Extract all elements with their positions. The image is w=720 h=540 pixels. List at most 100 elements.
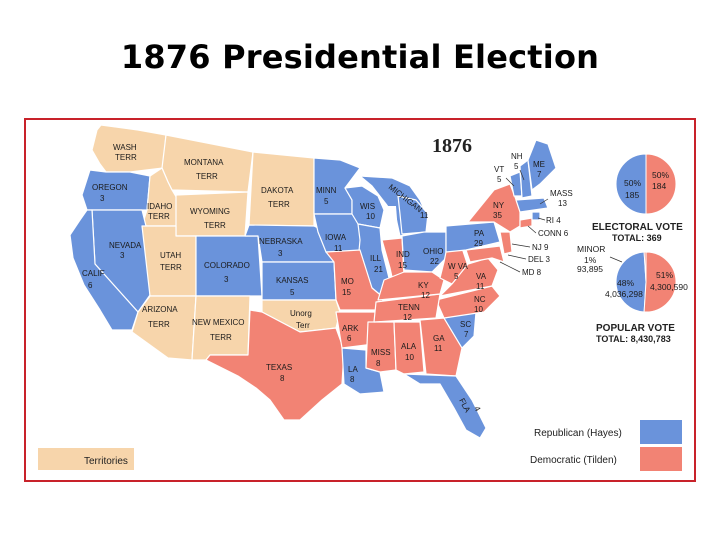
label-ill-2: 21 <box>374 265 383 274</box>
legend-swatch-territories <box>38 448 134 470</box>
label-me-2: 7 <box>537 170 542 179</box>
label-pa-2: 29 <box>474 239 483 248</box>
label-miss-2: 8 <box>376 359 381 368</box>
label-vt-2: 5 <box>497 175 502 184</box>
label-mass-2: 13 <box>558 199 567 208</box>
label-wyoming-2: TERR <box>204 221 226 230</box>
label-dakota-2: TERR <box>268 200 290 209</box>
legend-label-democratic: Democratic (Tilden) <box>530 455 617 466</box>
label-ri: RI 4 <box>546 216 561 225</box>
label-conn: CONN 6 <box>538 229 569 238</box>
label-nj: NJ 9 <box>532 243 549 252</box>
label-pa-1: PA <box>474 229 485 238</box>
popular-minor-votes: 93,895 <box>577 264 603 274</box>
legend-swatch-republican <box>640 420 682 444</box>
label-ala-1: ALA <box>401 342 417 351</box>
label-ark-2: 6 <box>347 334 352 343</box>
label-colorado-1: COLORADO <box>204 261 250 270</box>
electoral-dem-votes: 184 <box>652 181 666 191</box>
label-ga-2: 11 <box>434 344 443 353</box>
electoral-rep-pct: 50% <box>624 178 641 188</box>
label-kansas-1: KANSAS <box>276 276 308 285</box>
state-md <box>465 245 505 263</box>
label-sc-1: SC <box>460 320 471 329</box>
label-miss-1: MISS <box>371 348 391 357</box>
label-ind-2: 15 <box>398 261 407 270</box>
state-mass <box>515 197 549 213</box>
popular-rep-pct: 48% <box>617 278 634 288</box>
popular-pie-minor-slice <box>643 251 647 283</box>
label-ind-1: IND <box>396 250 410 259</box>
state-calif <box>69 209 139 331</box>
label-wis-2: 10 <box>366 212 375 221</box>
map-year: 1876 <box>432 135 472 157</box>
label-ark-1: ARK <box>342 324 359 333</box>
label-dakota-1: DAKOTA <box>261 186 294 195</box>
minor-callout-line <box>609 256 623 263</box>
popular-vote-total: TOTAL: 8,430,783 <box>596 334 671 344</box>
label-montana-2: TERR <box>196 172 218 181</box>
state-texas <box>205 309 345 421</box>
label-nh-2: 5 <box>514 162 519 171</box>
label-arizona-2: TERR <box>148 320 170 329</box>
electoral-pie-republican-slice <box>615 153 647 215</box>
label-idaho-1: IDAHO <box>147 202 172 211</box>
legend-swatch-democratic <box>640 447 682 471</box>
label-nebraska-2: 3 <box>278 249 283 258</box>
label-ky-1: KY <box>418 281 429 290</box>
label-newmexico-1: NEW MEXICO <box>192 318 244 327</box>
label-oregon-2: 3 <box>100 194 105 203</box>
label-wyoming-1: WYOMING <box>190 207 230 216</box>
popular-pie-democratic-slice <box>643 251 677 313</box>
legend-label-territories: Territories <box>84 456 128 467</box>
label-tenn-1: TENN <box>398 303 420 312</box>
label-nebraska-1: NEBRASKA <box>259 237 303 246</box>
electoral-pie-democratic-slice <box>645 153 677 215</box>
popular-minor-pct: 1% <box>584 255 597 265</box>
label-calif-2: 6 <box>88 281 93 290</box>
label-colorado-2: 3 <box>224 275 229 284</box>
label-mo-1: MO <box>341 277 354 286</box>
popular-rep-votes: 4,036,298 <box>605 289 643 299</box>
label-tenn-2: 12 <box>403 313 412 322</box>
label-idaho-2: TERR <box>148 212 170 221</box>
label-minn-1: MINN <box>316 186 337 195</box>
popular-dem-votes: 4,300,590 <box>650 282 688 292</box>
label-iowa-1: IOWA <box>325 233 347 242</box>
label-unorg-2: Terr <box>296 321 310 330</box>
popular-vote-pie: 51% 4,300,590 48% 4,036,298 <box>605 251 688 313</box>
state-nj <box>499 231 513 255</box>
state-pa <box>445 221 501 253</box>
label-texas-1: TEXAS <box>266 363 292 372</box>
label-md: MD 8 <box>522 268 542 277</box>
electoral-vote-label: ELECTORAL VOTE <box>592 222 683 233</box>
label-mo-2: 15 <box>342 288 351 297</box>
lake-michigan <box>387 206 398 232</box>
label-nevada-1: NEVADA <box>109 241 142 250</box>
label-ohio-1: OHIO <box>423 247 443 256</box>
label-ohio-2: 22 <box>430 257 439 266</box>
slide-title: 1876 Presidential Election <box>120 38 600 76</box>
state-conn <box>519 217 533 229</box>
label-oregon-1: OREGON <box>92 183 128 192</box>
state-me <box>527 139 557 191</box>
label-ga-1: GA <box>433 334 445 343</box>
label-del: DEL 3 <box>528 255 550 264</box>
legend-label-republican: Republican (Hayes) <box>534 428 622 439</box>
label-nevada-2: 3 <box>120 251 125 260</box>
legend: Territories Republican (Hayes) Democrati… <box>38 420 682 471</box>
electoral-dem-pct: 50% <box>652 170 669 180</box>
label-mich-2: 11 <box>420 211 429 220</box>
label-ill-1: ILL <box>370 254 382 263</box>
label-utah-1: UTAH <box>160 251 181 260</box>
state-ga <box>419 317 463 377</box>
state-ala <box>393 321 425 375</box>
label-iowa-2: 11 <box>334 244 343 253</box>
state-newmexico <box>191 295 251 361</box>
state-fla <box>403 373 487 439</box>
label-arizona-1: ARIZONA <box>142 305 178 314</box>
state-la <box>341 347 385 395</box>
label-wva-1: W VA <box>448 262 469 271</box>
state-ri <box>531 211 541 221</box>
label-minn-2: 5 <box>324 197 329 206</box>
